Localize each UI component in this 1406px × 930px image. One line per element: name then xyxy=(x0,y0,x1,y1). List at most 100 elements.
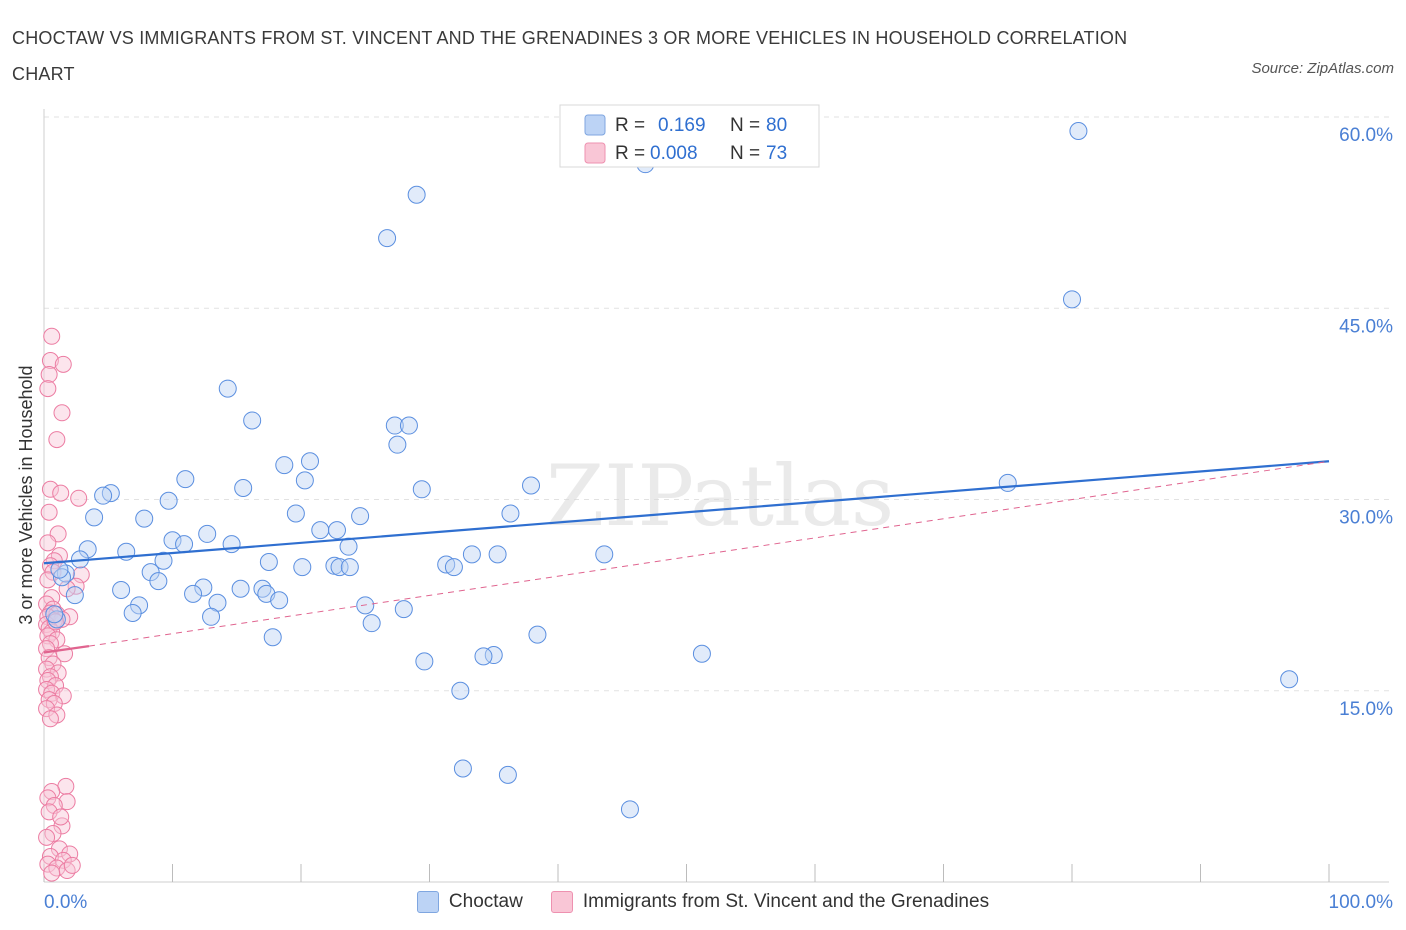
legend-item-choctaw: Choctaw xyxy=(416,888,523,916)
point-choctaw-75 xyxy=(498,765,517,784)
point-choctaw-56 xyxy=(184,584,203,603)
point-choctaw-5 xyxy=(218,379,237,398)
point-choctaw-77 xyxy=(47,610,66,629)
point-choctaw-51 xyxy=(194,578,213,597)
stats-legend: R = 0.169 N = 80 R = 0.008 N = 73 xyxy=(559,104,820,168)
point-choctaw-50 xyxy=(149,572,168,591)
y-axis-labels: 15.0% 30.0% 45.0% 60.0% xyxy=(1339,125,1393,720)
point-choctaw-12 xyxy=(176,470,195,489)
point-choctaw-6 xyxy=(243,411,262,430)
point-choctaw-15 xyxy=(522,476,541,495)
point-choctaw-40 xyxy=(154,551,173,570)
point-choctaw-22 xyxy=(351,507,370,526)
point-immigrants-20 xyxy=(58,580,76,598)
stats-n-value-blue: 80 xyxy=(766,115,787,136)
point-choctaw-76 xyxy=(620,800,639,819)
point-choctaw-25 xyxy=(135,509,154,528)
stats-r-value-pink: 0.008 xyxy=(650,143,698,164)
legend-label-choctaw: Choctaw xyxy=(448,891,523,912)
y-axis-title: 3 or more Vehicles in Household xyxy=(16,365,36,624)
point-choctaw-30 xyxy=(175,535,194,554)
point-choctaw-62 xyxy=(394,600,413,619)
gridlines xyxy=(44,116,1389,692)
legend-label-immigrants: Immigrants from St. Vincent and the Gren… xyxy=(582,891,990,912)
point-choctaw-23 xyxy=(501,504,520,523)
watermark: ZIPatlas xyxy=(546,447,894,545)
point-choctaw-32 xyxy=(339,537,358,556)
stats-n-label-pink: N = xyxy=(730,143,760,164)
point-choctaw-0 xyxy=(1069,122,1088,141)
point-immigrants-52 xyxy=(41,710,59,728)
point-choctaw-27 xyxy=(327,521,346,540)
point-choctaw-70 xyxy=(474,647,493,666)
point-choctaw-2 xyxy=(407,185,426,204)
point-choctaw-21 xyxy=(286,504,305,523)
point-choctaw-37 xyxy=(595,545,614,564)
stats-n-label-blue: N = xyxy=(730,115,760,136)
point-choctaw-54 xyxy=(112,581,131,600)
point-immigrants-56 xyxy=(58,793,76,811)
point-immigrants-5 xyxy=(53,404,71,422)
series-pink-points xyxy=(38,327,90,882)
trend-lines xyxy=(43,460,1330,654)
point-choctaw-73 xyxy=(451,681,470,700)
point-choctaw-44 xyxy=(293,558,312,577)
point-choctaw-7 xyxy=(385,416,404,435)
point-immigrants-2 xyxy=(54,355,72,373)
point-choctaw-26 xyxy=(311,521,330,540)
point-immigrants-69 xyxy=(43,864,61,882)
x-tick-label-0: 0.0% xyxy=(44,892,87,913)
point-choctaw-78 xyxy=(45,605,64,624)
point-choctaw-39 xyxy=(259,552,278,571)
point-choctaw-67 xyxy=(263,628,282,647)
point-immigrants-66 xyxy=(39,855,57,873)
point-choctaw-8 xyxy=(399,416,418,435)
point-immigrants-61 xyxy=(38,828,56,846)
chart-title: CHOCTAW VS IMMIGRANTS FROM ST. VINCENT A… xyxy=(12,28,1128,84)
point-choctaw-4 xyxy=(1063,290,1081,309)
point-immigrants-6 xyxy=(48,431,66,449)
stats-r-label-pink: R = xyxy=(615,143,645,164)
legend-swatch-choctaw xyxy=(416,891,439,913)
point-choctaw-74 xyxy=(453,759,472,778)
point-choctaw-65 xyxy=(362,614,381,633)
point-immigrants-0 xyxy=(43,327,61,345)
point-immigrants-12 xyxy=(39,534,57,552)
point-choctaw-60 xyxy=(130,596,149,615)
point-immigrants-70 xyxy=(63,856,81,874)
point-choctaw-68 xyxy=(692,644,711,663)
legend-swatch-immigrants xyxy=(550,891,573,913)
point-immigrants-18 xyxy=(39,571,57,589)
x-axis: 0.0% 100.0% xyxy=(43,109,1393,913)
point-choctaw-20 xyxy=(159,491,178,510)
point-immigrants-10 xyxy=(40,503,58,521)
point-choctaw-42 xyxy=(444,558,463,577)
point-choctaw-35 xyxy=(462,545,481,564)
point-choctaw-33 xyxy=(78,540,97,559)
point-choctaw-64 xyxy=(202,607,221,626)
point-choctaw-72 xyxy=(1280,670,1299,689)
point-choctaw-13 xyxy=(295,471,314,490)
point-immigrants-53 xyxy=(57,777,75,795)
point-choctaw-36 xyxy=(488,545,507,564)
point-choctaw-46 xyxy=(340,558,359,577)
series-legend: Choctaw Immigrants from St. Vincent and … xyxy=(0,888,1406,916)
point-choctaw-9 xyxy=(388,435,407,454)
point-immigrants-50 xyxy=(38,700,56,718)
point-choctaw-10 xyxy=(300,452,319,471)
point-choctaw-31 xyxy=(222,535,241,554)
point-immigrants-7 xyxy=(41,480,59,498)
point-immigrants-1 xyxy=(41,352,59,370)
point-choctaw-3 xyxy=(378,229,397,248)
stats-n-value-pink: 73 xyxy=(766,143,787,164)
point-choctaw-29 xyxy=(163,531,182,550)
point-choctaw-11 xyxy=(275,456,294,475)
y-tick-label-0: 15.0% xyxy=(1339,699,1393,720)
point-choctaw-45 xyxy=(330,558,349,577)
point-choctaw-66 xyxy=(528,625,547,644)
point-choctaw-28 xyxy=(198,524,217,543)
point-choctaw-79 xyxy=(50,560,69,579)
stats-r-label-blue: R = xyxy=(615,115,645,136)
point-choctaw-53 xyxy=(231,579,250,598)
